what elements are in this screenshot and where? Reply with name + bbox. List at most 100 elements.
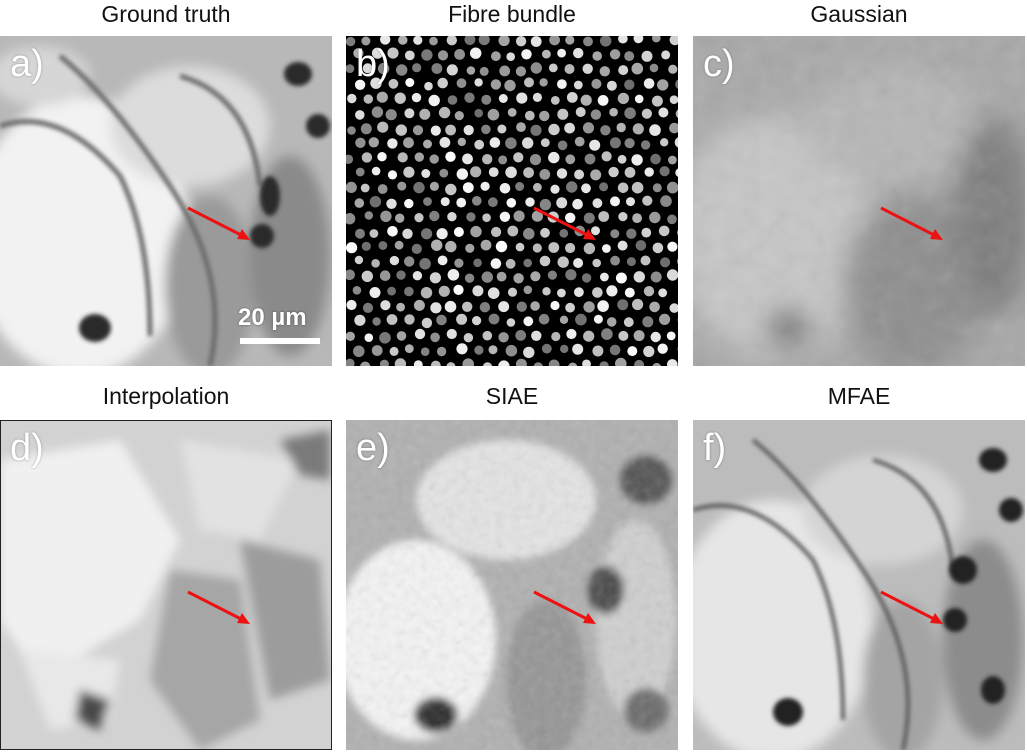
- fibre-core: [631, 181, 644, 194]
- fibre-core: [557, 256, 569, 268]
- fibre-core: [609, 49, 621, 60]
- fibre-core: [506, 198, 517, 208]
- fibre-core: [447, 212, 457, 222]
- fibre-core: [491, 226, 502, 238]
- fibre-core: [641, 50, 653, 62]
- fibre-core: [599, 182, 609, 192]
- fibre-core: [633, 271, 645, 283]
- fibre-core: [346, 64, 355, 73]
- fibre-core: [615, 272, 627, 284]
- fibre-core: [414, 328, 426, 340]
- fibre-core: [649, 211, 661, 224]
- fibre-core: [430, 360, 441, 366]
- fibre-core: [364, 211, 373, 220]
- fibre-core: [472, 285, 484, 297]
- panel-letter-d: d): [10, 427, 44, 469]
- fibre-core: [387, 226, 398, 237]
- fibre-core: [371, 345, 383, 356]
- fibre-core: [633, 36, 644, 44]
- fibre-core: [523, 228, 535, 240]
- fibre-bundle-pattern: [346, 36, 678, 366]
- panel-ground-truth-image: a) 20 µm: [0, 36, 332, 366]
- fibre-core: [583, 36, 593, 47]
- fibre-core: [609, 344, 621, 356]
- fibre-core: [412, 63, 422, 73]
- fibre-core: [592, 287, 603, 298]
- fibre-core: [470, 225, 482, 238]
- fibre-core: [488, 313, 500, 325]
- fibre-core: [482, 154, 493, 165]
- fibre-core: [413, 36, 423, 45]
- fibre-core: [430, 125, 441, 136]
- fibre-core: [479, 302, 491, 313]
- fibre-core: [592, 258, 601, 268]
- fibre-core: [599, 66, 610, 77]
- fibre-core: [600, 36, 612, 47]
- fibre-core: [658, 107, 669, 118]
- fibre-core: [677, 258, 678, 265]
- fibre-core: [606, 80, 617, 91]
- fibre-core: [402, 228, 413, 239]
- fibre-core: [582, 122, 595, 134]
- fibre-core: [464, 92, 475, 103]
- fibre-core: [380, 36, 391, 45]
- fibre-core: [453, 284, 464, 295]
- fibre-core: [581, 183, 591, 194]
- scale-bar: [240, 338, 320, 344]
- fibre-core: [371, 47, 384, 59]
- fibre-core: [507, 108, 517, 117]
- fibre-core: [666, 269, 678, 281]
- fibre-core: [370, 77, 382, 89]
- fibre-core: [539, 255, 551, 267]
- fibre-core: [507, 287, 518, 297]
- fibre-core: [396, 64, 408, 76]
- fibre-core: [436, 228, 448, 240]
- fibre-core: [541, 343, 552, 354]
- fibre-core: [446, 328, 457, 340]
- fibre-core: [651, 95, 663, 107]
- fibre-core: [413, 299, 425, 311]
- fibre-core: [600, 272, 609, 282]
- panel-mfae-image: f): [693, 420, 1025, 750]
- fibre-core: [347, 126, 356, 135]
- fibre-core: [551, 331, 561, 342]
- fibre-core: [430, 332, 440, 343]
- gaussian-reconstruction: [693, 36, 1025, 366]
- fibre-core: [498, 301, 510, 313]
- fibre-core: [643, 345, 655, 358]
- fibre-core: [394, 92, 406, 104]
- fibre-core: [462, 358, 474, 366]
- fibre-core: [616, 122, 626, 133]
- fibre-core: [464, 273, 475, 283]
- fibre-core: [499, 183, 511, 194]
- fibre-core: [355, 110, 365, 120]
- fibre-core: [667, 359, 678, 366]
- fibre-core: [385, 109, 397, 121]
- fibre-core: [565, 242, 576, 254]
- fibre-core: [574, 136, 585, 147]
- ground-truth-micrograph: [0, 36, 332, 366]
- fibre-core: [626, 228, 637, 239]
- fibre-core: [606, 317, 617, 327]
- fibre-core: [573, 47, 584, 59]
- fibre-core: [474, 78, 483, 87]
- fibre-core: [405, 78, 415, 87]
- fibre-core: [575, 107, 586, 117]
- fibre-core: [413, 181, 425, 194]
- fibre-core: [482, 330, 493, 341]
- fibre-core: [506, 318, 516, 327]
- fibre-core: [609, 137, 621, 149]
- fibre-core: [456, 343, 468, 355]
- fibre-core: [436, 346, 447, 357]
- fibre-core: [592, 345, 604, 357]
- fibre-core: [456, 197, 467, 208]
- panel-title-c: Gaussian: [810, 1, 908, 27]
- fibre-core: [623, 317, 634, 328]
- fibre-core: [470, 166, 482, 178]
- fibre-core: [624, 138, 635, 149]
- fibre-core: [667, 241, 678, 252]
- fibre-core: [523, 346, 535, 359]
- panel-title-b: Fibre bundle: [448, 1, 576, 27]
- fibre-core: [538, 313, 550, 325]
- fibre-core: [346, 154, 354, 164]
